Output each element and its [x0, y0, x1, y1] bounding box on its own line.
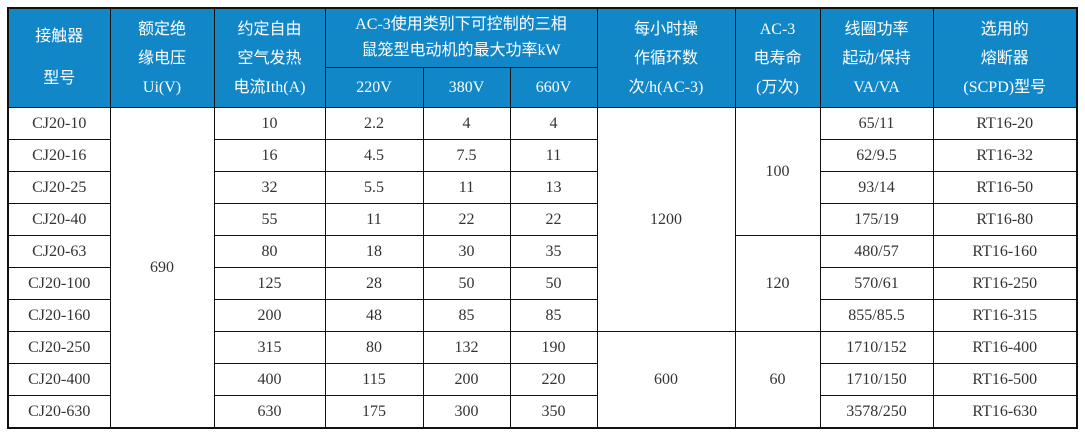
- life-cell: 120: [734, 235, 821, 332]
- p380-cell: 85: [422, 299, 511, 332]
- table-row: CJ20-16 16 4.5 7.5 11 62/9.5 RT16-32: [7, 139, 1078, 172]
- coil-cell: 1710/150: [819, 363, 934, 396]
- p660-cell: 50: [509, 267, 598, 300]
- table-row: CJ20-250 315 80 132 190 600 60 1710/152 …: [7, 331, 1078, 429]
- ith-cell: 315: [213, 331, 326, 364]
- p380-cell: 30: [422, 235, 511, 268]
- p220-cell: 2.2: [324, 107, 424, 140]
- cycles-cell: 1200: [596, 107, 736, 332]
- model-cell: CJ20-40: [7, 203, 111, 236]
- header-contactor-model: 接触器 型号: [7, 7, 111, 108]
- model-cell: CJ20-160: [7, 299, 111, 332]
- table-row: CJ20-100 125 28 50 50 570/61 RT16-250: [7, 267, 1078, 300]
- p380-cell: 132: [422, 331, 511, 364]
- header-insulation-voltage: 额定绝 缘电压 Ui(V): [109, 7, 215, 108]
- p660-cell: 190: [509, 331, 598, 364]
- p220-cell: 28: [324, 267, 424, 300]
- coil-cell: 62/9.5: [819, 139, 934, 172]
- ith-cell: 200: [213, 299, 326, 332]
- p660-cell: 350: [509, 395, 598, 429]
- model-cell: CJ20-25: [7, 171, 111, 204]
- header-cycles-per-hour: 每小时操 作循环数 次/h(AC-3): [596, 7, 736, 108]
- model-cell: CJ20-250: [7, 331, 111, 364]
- header-thermal-current: 约定自由 空气发热 电流Ith(A): [213, 7, 326, 108]
- life-cell: 100: [734, 107, 821, 236]
- coil-cell: 570/61: [819, 267, 934, 300]
- p220-cell: 175: [324, 395, 424, 429]
- p220-cell: 4.5: [324, 139, 424, 172]
- coil-cell: 93/14: [819, 171, 934, 204]
- coil-cell: 175/19: [819, 203, 934, 236]
- fuse-cell: RT16-400: [932, 331, 1078, 364]
- fuse-cell: RT16-315: [932, 299, 1078, 332]
- p380-cell: 4: [422, 107, 511, 140]
- coil-cell: 3578/250: [819, 395, 934, 429]
- p660-cell: 85: [509, 299, 598, 332]
- fuse-cell: RT16-20: [932, 107, 1078, 140]
- cycles-cell: 600: [596, 331, 736, 429]
- table-row: CJ20-160 200 48 85 85 855/85.5 RT16-315: [7, 299, 1078, 332]
- p220-cell: 18: [324, 235, 424, 268]
- header-ac3-power-group: AC-3使用类别下可控制的三相 鼠笼型电动机的最大功率kW: [324, 7, 598, 68]
- coil-cell: 855/85.5: [819, 299, 934, 332]
- fuse-cell: RT16-500: [932, 363, 1078, 396]
- p380-cell: 22: [422, 203, 511, 236]
- ith-cell: 400: [213, 363, 326, 396]
- contactor-spec-table: 接触器 型号 额定绝 缘电压 Ui(V) 约定自由 空气发热 电流Ith(A) …: [7, 7, 1078, 429]
- p220-cell: 11: [324, 203, 424, 236]
- header-fuse-type: 选用的 熔断器 (SCPD)型号: [932, 7, 1078, 108]
- ith-cell: 16: [213, 139, 326, 172]
- model-cell: CJ20-63: [7, 235, 111, 268]
- coil-cell: 480/57: [819, 235, 934, 268]
- ith-cell: 10: [213, 107, 326, 140]
- table-row: CJ20-10 690 10 2.2 4 4 1200 100 65/11 RT…: [7, 107, 1078, 429]
- fuse-cell: RT16-32: [932, 139, 1078, 172]
- p220-cell: 5.5: [324, 171, 424, 204]
- header-660v: 660V: [509, 67, 598, 108]
- p220-cell: 48: [324, 299, 424, 332]
- coil-cell: 1710/152: [819, 331, 934, 364]
- ith-cell: 55: [213, 203, 326, 236]
- model-cell: CJ20-400: [7, 363, 111, 396]
- p380-cell: 200: [422, 363, 511, 396]
- table-row: CJ20-40 55 11 22 22 175/19 RT16-80: [7, 203, 1078, 236]
- header-electrical-life: AC-3 电寿命 (万次): [734, 7, 821, 108]
- p380-cell: 300: [422, 395, 511, 429]
- table-row: CJ20-25 32 5.5 11 13 93/14 RT16-50: [7, 171, 1078, 204]
- fuse-cell: RT16-50: [932, 171, 1078, 204]
- model-cell: CJ20-10: [7, 107, 111, 140]
- life-cell: 60: [734, 331, 821, 429]
- header-220v: 220V: [324, 67, 424, 108]
- coil-cell: 65/11: [819, 107, 934, 140]
- p660-cell: 220: [509, 363, 598, 396]
- p380-cell: 11: [422, 171, 511, 204]
- insulation-voltage-cell: 690: [109, 107, 215, 429]
- p660-cell: 22: [509, 203, 598, 236]
- fuse-cell: RT16-80: [932, 203, 1078, 236]
- p660-cell: 11: [509, 139, 598, 172]
- p220-cell: 80: [324, 331, 424, 364]
- model-cell: CJ20-16: [7, 139, 111, 172]
- fuse-cell: RT16-630: [932, 395, 1078, 429]
- table-row: CJ20-63 80 18 30 35 120 480/57 RT16-160: [7, 235, 1078, 332]
- model-cell: CJ20-630: [7, 395, 111, 429]
- ith-cell: 125: [213, 267, 326, 300]
- ith-cell: 32: [213, 171, 326, 204]
- fuse-cell: RT16-250: [932, 267, 1078, 300]
- fuse-cell: RT16-160: [932, 235, 1078, 268]
- header-coil-power: 线圈功率 起动/保持 VA/VA: [819, 7, 934, 108]
- ith-cell: 80: [213, 235, 326, 268]
- p380-cell: 50: [422, 267, 511, 300]
- header-380v: 380V: [422, 67, 511, 108]
- p220-cell: 115: [324, 363, 424, 396]
- ith-cell: 630: [213, 395, 326, 429]
- p380-cell: 7.5: [422, 139, 511, 172]
- model-cell: CJ20-100: [7, 267, 111, 300]
- p660-cell: 35: [509, 235, 598, 268]
- p660-cell: 13: [509, 171, 598, 204]
- table-row: CJ20-630 630 175 300 350 3578/250 RT16-6…: [7, 395, 1078, 429]
- table-row: CJ20-400 400 115 200 220 1710/150 RT16-5…: [7, 363, 1078, 396]
- p660-cell: 4: [509, 107, 598, 140]
